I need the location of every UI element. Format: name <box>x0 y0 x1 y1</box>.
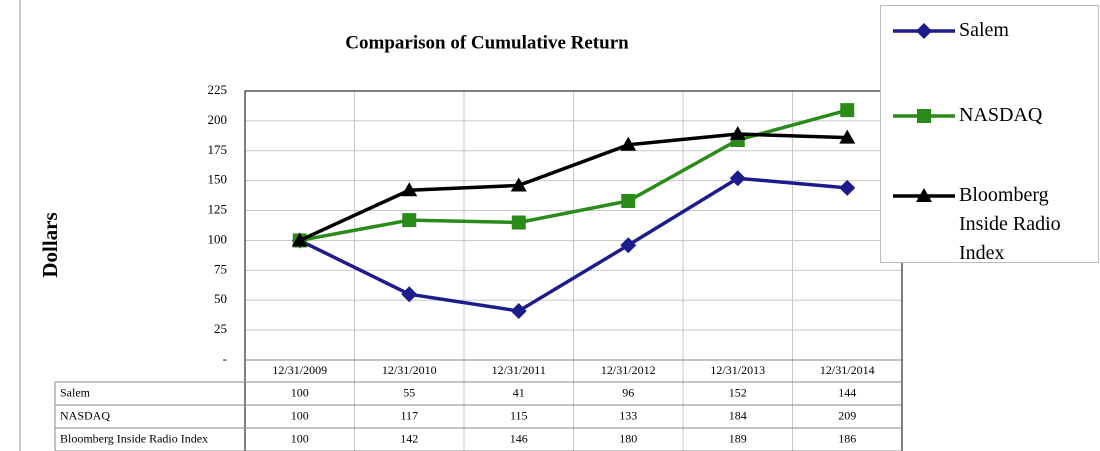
marker <box>401 286 418 303</box>
table-cell: 96 <box>622 385 634 399</box>
legend-symbol <box>893 109 955 123</box>
table-cell: 144 <box>838 385 856 399</box>
y-tick-label: 75 <box>214 261 227 276</box>
table-cell: 186 <box>838 431 856 445</box>
table-cell: 117 <box>400 408 418 422</box>
marker <box>729 170 746 187</box>
table-cell: 133 <box>619 408 637 422</box>
marker <box>839 129 856 144</box>
table-cell: 146 <box>510 431 528 445</box>
chart-title: Comparison of Cumulative Return <box>345 32 629 53</box>
marker <box>620 237 637 254</box>
marker <box>916 188 932 202</box>
marker <box>917 109 931 123</box>
y-tick-label: 100 <box>208 231 228 246</box>
table-cell: 180 <box>619 431 637 445</box>
marker <box>402 213 417 228</box>
table-cell: 209 <box>838 408 856 422</box>
marker <box>916 23 932 39</box>
y-tick-label: 25 <box>214 321 227 336</box>
x-tick-label: 12/31/2010 <box>382 363 437 377</box>
marker <box>401 182 418 197</box>
y-tick-label: 200 <box>208 112 228 127</box>
y-tick-label: 50 <box>214 291 227 306</box>
y-axis-label: Dollars <box>38 212 62 277</box>
table-row-label: NASDAQ <box>60 408 110 422</box>
legend-symbol <box>893 23 955 39</box>
marker <box>511 215 526 230</box>
table-cell: 100 <box>291 385 309 399</box>
marker <box>291 232 308 247</box>
legend-label: Bloomberg Inside Radio Index <box>959 184 1061 264</box>
y-tick-label: 125 <box>208 202 228 217</box>
table-cell: 189 <box>729 431 747 445</box>
legend-label: Salem <box>959 19 1009 41</box>
marker <box>729 126 746 141</box>
series-line <box>298 176 848 313</box>
series-line <box>299 132 848 243</box>
table-cell: 100 <box>291 408 309 422</box>
marker <box>839 179 856 196</box>
y-tick-label: 150 <box>208 172 228 187</box>
marker <box>840 103 855 118</box>
table-cell: 184 <box>729 408 747 422</box>
x-tick-label: 12/31/2014 <box>820 363 875 377</box>
table-cell: 142 <box>400 431 418 445</box>
legend: Salem NASDAQ Bloomberg Inside Radio Index <box>880 5 1099 264</box>
y-tick-label: 175 <box>208 142 228 157</box>
marker <box>510 177 527 192</box>
x-tick-label: 12/31/2013 <box>710 363 765 377</box>
x-tick-label: 12/31/2011 <box>492 363 546 377</box>
y-tick-label: 225 <box>208 82 228 97</box>
table-cell: 115 <box>510 408 528 422</box>
marker <box>620 136 637 151</box>
table-cell: 152 <box>729 385 747 399</box>
marker <box>510 302 527 319</box>
table-cell: 41 <box>513 385 525 399</box>
legend-symbol <box>893 188 955 202</box>
table-cell: 55 <box>403 385 415 399</box>
x-tick-label: 12/31/2012 <box>601 363 656 377</box>
table-cell: 100 <box>291 431 309 445</box>
marker <box>621 193 636 208</box>
legend-label: NASDAQ <box>959 104 1043 126</box>
table-row-label: Salem <box>60 385 91 399</box>
y-tick-label: - <box>223 351 227 366</box>
table-row-label: Bloomberg Inside Radio Index <box>60 431 208 445</box>
x-tick-label: 12/31/2009 <box>272 363 327 377</box>
